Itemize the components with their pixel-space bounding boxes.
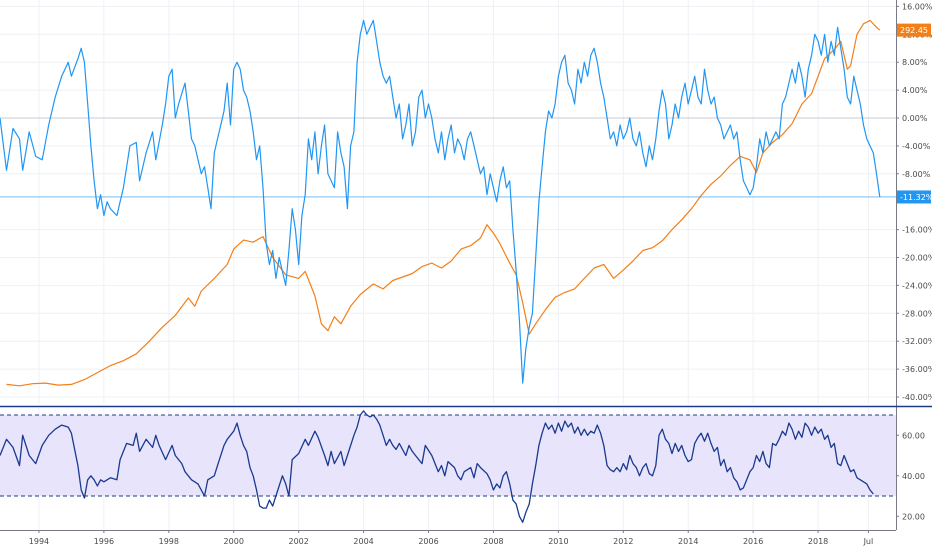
y-tick-label: 16.00% xyxy=(902,2,932,11)
x-tick-label: 2018 xyxy=(808,537,828,546)
x-tick-label: 2000 xyxy=(224,537,244,546)
indicator-y-tick-label: 20.00 xyxy=(902,512,925,521)
badge-label: 292.45 xyxy=(900,26,928,35)
main-grid xyxy=(0,0,896,530)
badge-background xyxy=(897,23,931,37)
y-tick-label: -40.00% xyxy=(902,393,932,402)
x-tick-label: 2014 xyxy=(678,537,698,546)
blue-last-value-badge: -11.32% xyxy=(897,190,932,204)
x-tick-label: 1996 xyxy=(94,537,114,546)
x-axis-ticks: 1994 1996 1998 2000 2002 2004 2006 2008 2010 2012… xyxy=(29,530,873,546)
last-value-badges: -11.32% 292.45 xyxy=(897,23,932,204)
indicator-plot xyxy=(0,410,874,523)
overbought-oversold-band xyxy=(0,415,896,496)
indicator-y-tick-label: 40.00 xyxy=(902,472,925,481)
orange-last-value-badge: 292.45 xyxy=(897,23,931,37)
chart-frame xyxy=(0,0,932,531)
blue-series-line xyxy=(0,19,881,384)
x-tick-label: 2004 xyxy=(353,537,373,546)
x-tick-label: 2008 xyxy=(483,537,503,546)
indicator-series-line xyxy=(0,410,874,523)
main-plot xyxy=(0,19,896,387)
indicator-y-axis-ticks: 60.00 40.00 20.00 xyxy=(896,431,925,521)
x-tick-label: 2006 xyxy=(418,537,438,546)
y-tick-label: -28.00% xyxy=(902,309,932,318)
orange-series-line xyxy=(6,19,881,387)
y-tick-label: -8.00% xyxy=(902,170,931,179)
indicator-y-tick-label: 60.00 xyxy=(902,431,925,440)
x-tick-label: 1994 xyxy=(29,537,49,546)
x-tick-label: 2016 xyxy=(743,537,763,546)
badge-label: -11.32% xyxy=(900,193,932,202)
badge-background xyxy=(897,190,931,204)
x-tick-label: 2002 xyxy=(288,537,308,546)
y-tick-label: 4.00% xyxy=(902,86,928,95)
x-tick-label: Jul xyxy=(863,537,874,546)
y-tick-label: 0.00% xyxy=(902,114,928,123)
x-tick-label: 1998 xyxy=(159,537,179,546)
y-tick-label: -16.00% xyxy=(902,226,932,235)
y-tick-label: -36.00% xyxy=(902,365,932,374)
y-tick-label: -24.00% xyxy=(902,281,932,290)
y-tick-label: 8.00% xyxy=(902,58,928,67)
y-tick-label: -32.00% xyxy=(902,337,932,346)
y-axis-ticks: 16.00%12.00%8.00%4.00%0.00%-4.00%-8.00%-… xyxy=(896,2,932,402)
x-tick-label: 2012 xyxy=(613,537,633,546)
y-tick-label: -4.00% xyxy=(902,142,931,151)
indicator-band xyxy=(0,414,896,497)
y-tick-label: -20.00% xyxy=(902,254,932,263)
x-tick-label: 2010 xyxy=(548,537,568,546)
